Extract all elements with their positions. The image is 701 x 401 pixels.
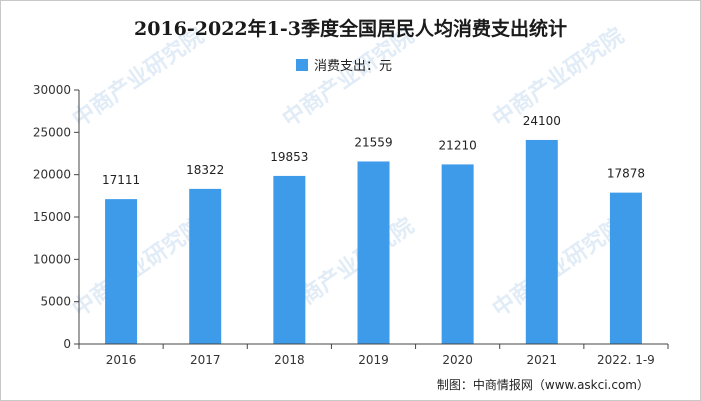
- y-tick-label: 20000: [33, 168, 71, 182]
- bar: [609, 192, 642, 344]
- data-label: 19853: [270, 150, 308, 164]
- y-tick-label: 0: [63, 337, 71, 351]
- data-label: 24100: [523, 114, 561, 128]
- x-tick-label: 2020: [442, 353, 473, 367]
- source-note: 制图：中商情报网（www.askci.com）: [436, 378, 649, 392]
- data-label: 21210: [439, 138, 477, 152]
- bars: [105, 139, 642, 344]
- bar: [105, 199, 138, 344]
- data-label: 17111: [102, 173, 140, 187]
- bar: [357, 161, 390, 344]
- x-tick-label: 2022. 1-9: [597, 353, 655, 367]
- data-label: 21559: [354, 135, 392, 149]
- bar: [273, 175, 306, 344]
- x-axis: 2016 2017 2018 2019 2020 2021 2022. 1-9: [78, 343, 669, 367]
- bar: [525, 139, 558, 344]
- value-labels: 17111 18322 19853 21559 21210 24100 17878: [102, 114, 645, 187]
- x-tick-label: 2018: [274, 353, 305, 367]
- x-tick-label: 2021: [527, 353, 558, 367]
- x-tick-label: 2016: [106, 353, 137, 367]
- y-tick-label: 15000: [33, 210, 71, 224]
- data-label: 18322: [186, 163, 224, 177]
- y-tick-label: 30000: [33, 83, 71, 97]
- data-label: 17878: [607, 167, 645, 181]
- legend-label: 消费支出：元: [314, 59, 393, 74]
- x-tick-label: 2017: [190, 353, 221, 367]
- y-tick-label: 10000: [33, 252, 71, 266]
- chart-title: 2016-2022年1-3季度全国居民人均消费支出统计: [134, 18, 567, 40]
- y-tick-label: 25000: [33, 125, 71, 139]
- legend-swatch: [296, 58, 308, 71]
- y-axis: 0 5000 10000 15000 20000 25000 30000: [33, 83, 80, 351]
- legend: 消费支出：元: [296, 55, 392, 74]
- bar: [441, 164, 474, 344]
- y-tick-label: 5000: [40, 295, 71, 309]
- x-tick-label: 2019: [358, 353, 389, 367]
- bar: [189, 188, 222, 344]
